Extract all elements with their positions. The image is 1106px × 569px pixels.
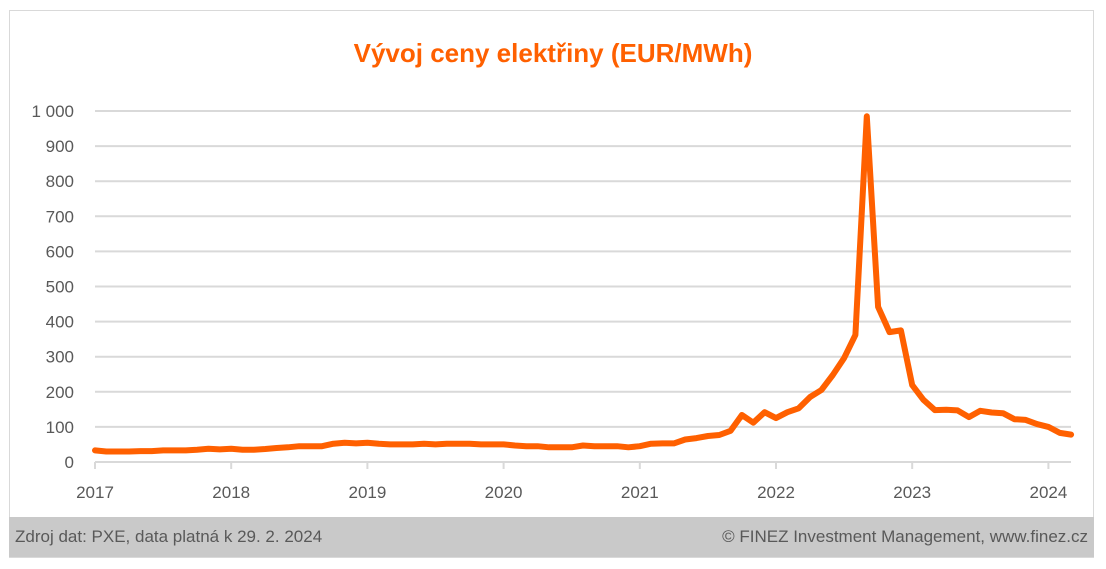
series-line-0: [92, 113, 1075, 455]
y-tick-label: 1 000: [31, 102, 74, 121]
footer-bar: Zdroj dat: PXE, data platná k 29. 2. 202…: [9, 517, 1094, 557]
y-tick-label: 700: [46, 207, 74, 226]
x-tick-label: 2021: [621, 483, 659, 502]
x-tick-label: 2019: [348, 483, 386, 502]
x-tick-label: 2017: [76, 483, 114, 502]
y-tick-label: 0: [65, 453, 74, 472]
y-tick-label: 800: [46, 172, 74, 191]
y-tick-label: 400: [46, 313, 74, 332]
x-tick-label: 2020: [485, 483, 523, 502]
x-tick-label: 2024: [1029, 483, 1067, 502]
copyright-note: © FINEZ Investment Management, www.finez…: [722, 527, 1088, 546]
y-tick-label: 600: [46, 242, 74, 261]
chart-title: Vývoj ceny elektřiny (EUR/MWh): [353, 38, 753, 68]
x-tick-label: 2018: [212, 483, 250, 502]
chart-border: [9, 10, 1094, 558]
x-tick-label: 2022: [757, 483, 795, 502]
y-tick-label: 300: [46, 348, 74, 367]
y-tick-label: 200: [46, 383, 74, 402]
x-tick-label: 2023: [893, 483, 931, 502]
y-tick-label: 500: [46, 278, 74, 297]
source-note: Zdroj dat: PXE, data platná k 29. 2. 202…: [15, 527, 323, 546]
y-tick-label: 900: [46, 137, 74, 156]
y-tick-label: 100: [46, 418, 74, 437]
